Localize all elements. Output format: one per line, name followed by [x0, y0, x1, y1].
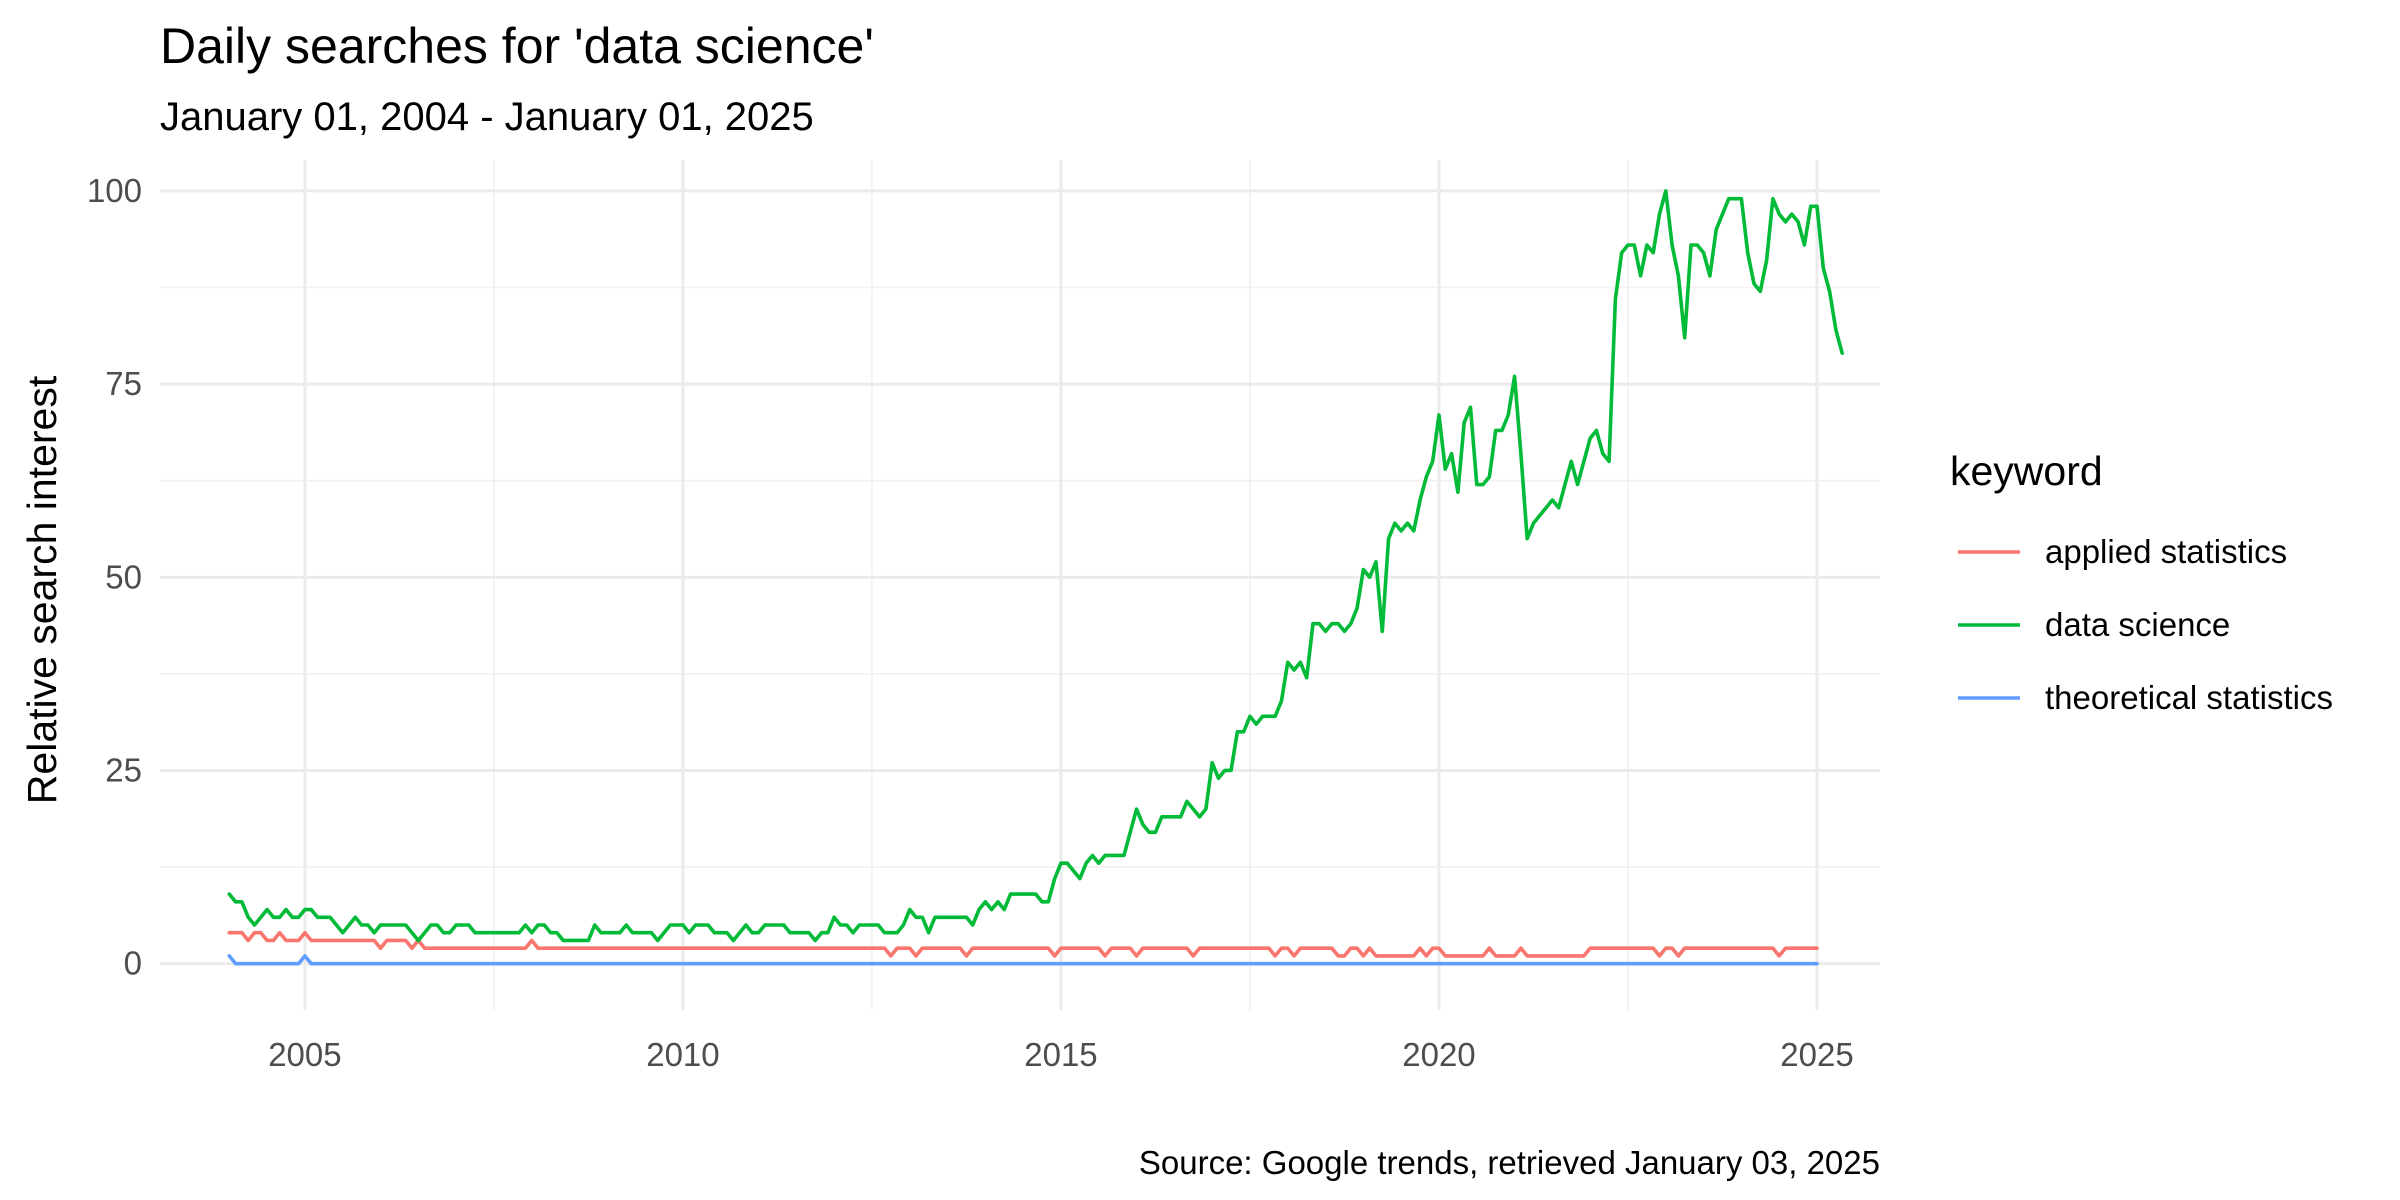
y-tick-label: 25 — [105, 751, 142, 788]
series-layer — [227, 189, 1844, 966]
x-tick-label: 2010 — [646, 1036, 719, 1073]
chart-caption: Source: Google trends, retrieved January… — [1139, 1144, 1880, 1181]
legend-label-theoretical-statistics: theoretical statistics — [2045, 679, 2333, 716]
x-tick-label: 2005 — [268, 1036, 341, 1073]
series-line-applied-statistics — [227, 930, 1819, 958]
x-tick-label: 2025 — [1780, 1036, 1853, 1073]
y-axis-ticks: 0 25 50 75 100 — [87, 172, 142, 982]
legend-title: keyword — [1950, 448, 2103, 494]
y-tick-label: 75 — [105, 365, 142, 402]
y-tick-label: 0 — [124, 945, 142, 982]
y-tick-label: 100 — [87, 172, 142, 209]
legend: keyword applied statistics data science th… — [1950, 448, 2333, 716]
chart-title: Daily searches for 'data science' — [160, 18, 874, 74]
grid — [160, 160, 1880, 1010]
x-tick-label: 2015 — [1024, 1036, 1097, 1073]
legend-items: applied statistics data science theoretica… — [1958, 533, 2333, 716]
y-axis-label: Relative search interest — [19, 375, 65, 804]
series-line-data-science — [227, 189, 1844, 943]
legend-label-applied-statistics: applied statistics — [2045, 533, 2287, 570]
x-axis-ticks: 2005 2010 2015 2020 2025 — [268, 1036, 1854, 1073]
chart-subtitle: January 01, 2004 - January 01, 2025 — [160, 95, 814, 139]
y-tick-label: 50 — [105, 558, 142, 595]
series-line-theoretical-statistics — [227, 954, 1819, 966]
legend-label-data-science: data science — [2045, 606, 2230, 643]
x-tick-label: 2020 — [1402, 1036, 1475, 1073]
